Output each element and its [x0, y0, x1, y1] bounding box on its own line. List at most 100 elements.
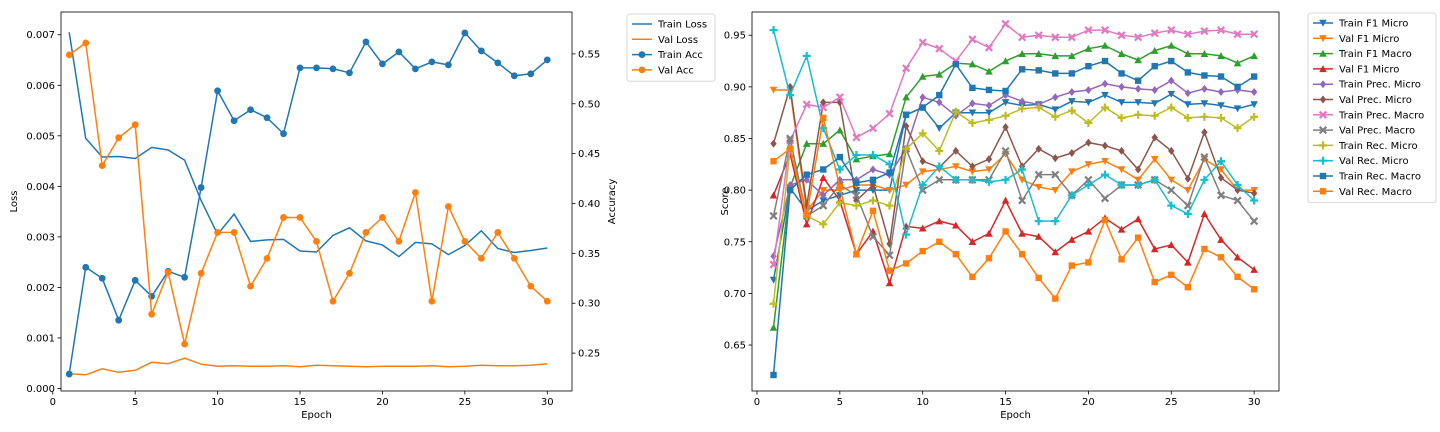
legend: Train Loss Val Loss Train Acc Val Acc: [626, 13, 716, 82]
series-line: [772, 22, 1255, 265]
data-point: [985, 166, 993, 174]
score-chart: 0 5 10 15 20 25 30 0.65 0.70 0.75 0.80 0.85 0.90 0.95…: [720, 11, 1437, 421]
data-point: [313, 237, 320, 245]
data-point: [1084, 99, 1093, 107]
data-point: [786, 186, 794, 194]
data-point: [968, 119, 977, 128]
data-point: [1233, 196, 1242, 205]
data-point: [1150, 111, 1159, 120]
data-point: [98, 274, 106, 282]
data-point: [1233, 253, 1242, 261]
data-point: [280, 130, 287, 138]
data-point: [852, 201, 861, 210]
data-point: [1233, 124, 1242, 133]
data-point: [1084, 161, 1093, 169]
series-line: [772, 29, 1255, 238]
data-point: [280, 214, 287, 221]
legend-label: Train Loss: [657, 20, 707, 31]
data-point: [1118, 256, 1125, 263]
data-point: [985, 155, 993, 164]
data-point: [1100, 170, 1109, 179]
series-line: [68, 32, 548, 258]
data-point: [1184, 284, 1192, 291]
data-point: [1216, 191, 1226, 200]
data-point: [1134, 176, 1142, 184]
data-point: [1118, 70, 1125, 77]
data-point: [214, 87, 221, 95]
y-tick-label: 0.65: [724, 341, 746, 352]
data-point: [494, 229, 502, 236]
data-point: [1018, 229, 1026, 237]
series-val-loss: [69, 357, 548, 376]
data-point: [181, 340, 189, 348]
data-point: [935, 146, 944, 155]
legend-label: Val Rec. Micro: [1339, 156, 1409, 167]
data-point: [395, 48, 403, 56]
data-point: [1117, 113, 1126, 122]
legend-label: Val Rec. Macro: [1339, 187, 1412, 198]
legend-entry: Val Acc: [632, 65, 694, 76]
data-point: [769, 86, 778, 94]
data-point: [985, 86, 993, 94]
data-point: [1200, 27, 1209, 36]
data-point: [1250, 112, 1259, 121]
data-point: [918, 38, 927, 47]
data-point: [263, 254, 271, 262]
data-point: [1052, 154, 1059, 163]
data-point: [1150, 100, 1159, 108]
data-point: [1250, 101, 1258, 109]
data-point: [868, 196, 877, 205]
data-point: [412, 65, 419, 73]
data-point: [1051, 186, 1060, 194]
data-point: [885, 186, 894, 194]
series-line: [772, 138, 1255, 257]
data-point: [902, 260, 910, 267]
data-point: [968, 237, 977, 245]
data-point: [820, 98, 827, 107]
data-point: [1150, 155, 1159, 163]
data-point: [1068, 168, 1076, 176]
data-point: [1085, 63, 1092, 70]
x-tick-label: 5: [837, 397, 843, 408]
legend-entry: Train Rec. Macro: [1313, 172, 1421, 183]
data-point: [868, 232, 878, 241]
data-point: [820, 114, 827, 122]
data-point: [919, 247, 926, 255]
data-point: [214, 229, 221, 236]
data-point: [1001, 57, 1010, 65]
data-point: [1018, 97, 1026, 106]
data-point: [1001, 175, 1010, 184]
data-point: [869, 176, 877, 184]
y-tick-label: 0.000: [26, 384, 55, 395]
data-point: [1217, 235, 1225, 243]
data-point: [1101, 141, 1109, 150]
series-val-f1-micro: [769, 150, 1258, 287]
data-point: [346, 69, 353, 77]
data-point: [1068, 235, 1076, 243]
data-point: [263, 114, 271, 122]
legend-entry: Val F1 Micro: [1313, 64, 1399, 75]
data-point: [1183, 209, 1192, 218]
data-point: [1217, 102, 1225, 110]
data-point: [1167, 186, 1176, 195]
data-point: [985, 101, 993, 110]
data-point: [1018, 176, 1026, 184]
legend-label: Train F1 Macro: [1338, 49, 1412, 60]
legend-marker: [1319, 188, 1327, 195]
data-point: [1018, 165, 1027, 174]
data-point: [494, 59, 502, 67]
data-point: [985, 229, 993, 237]
legend-marker: [1318, 110, 1328, 119]
data-point: [886, 239, 893, 248]
x-tick-label: 0: [50, 397, 56, 408]
legend-entry: Train Prec. Macro: [1313, 110, 1424, 121]
data-point: [836, 183, 844, 191]
data-point: [98, 162, 106, 169]
data-point: [1001, 146, 1010, 155]
x-tick-label: 30: [1248, 397, 1261, 408]
data-point: [1184, 258, 1192, 266]
data-point: [770, 158, 777, 165]
data-point: [1117, 99, 1126, 107]
data-point: [902, 111, 910, 118]
legend-entry: Val Rec. Micro: [1313, 156, 1409, 167]
